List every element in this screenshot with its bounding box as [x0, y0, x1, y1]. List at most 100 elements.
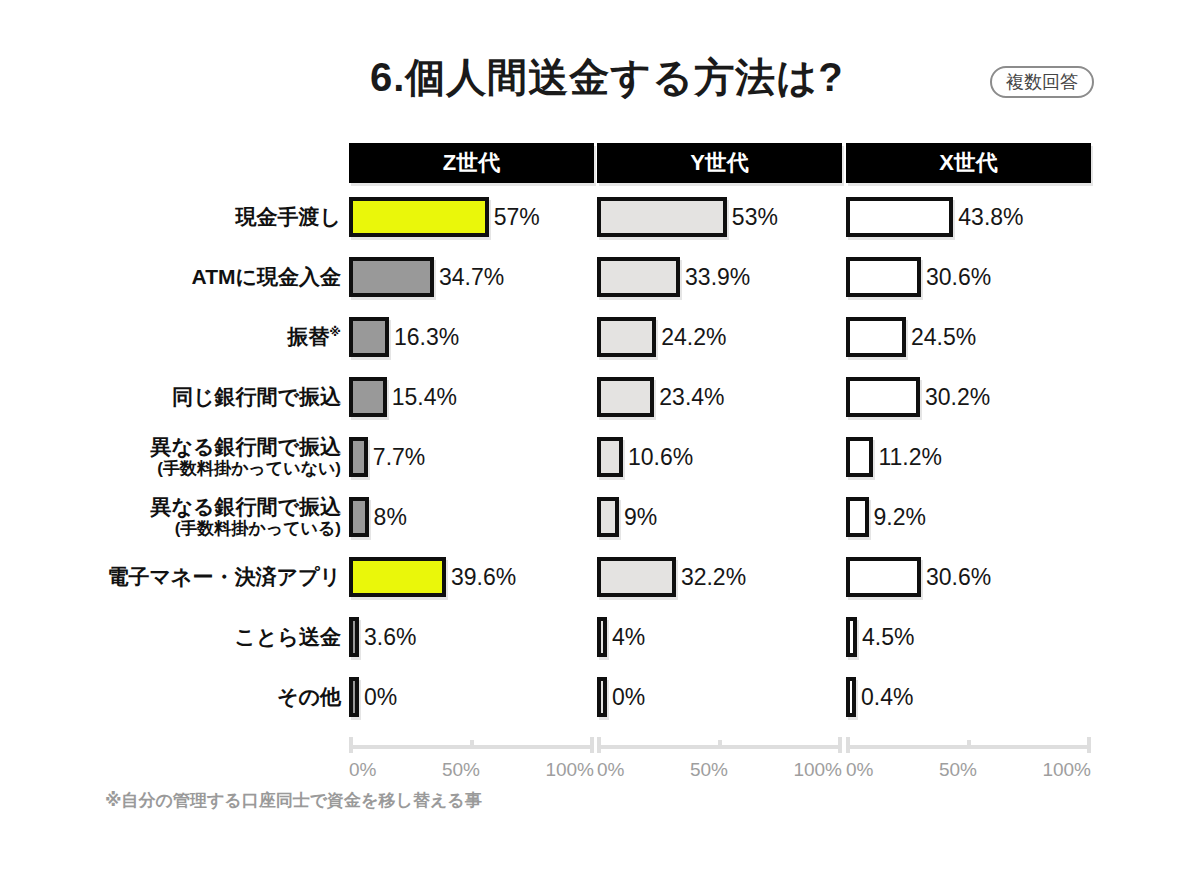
- row-label: その他: [0, 667, 341, 727]
- row-label-line1: ATMに現金入金: [192, 265, 341, 289]
- bar-value: 15.4%: [392, 377, 457, 417]
- bar: [597, 197, 727, 237]
- bar-value: 4.5%: [862, 617, 914, 657]
- row-label: 振替※: [0, 307, 341, 367]
- bar-value: 10.6%: [628, 437, 693, 477]
- bar: [349, 497, 369, 537]
- x-axis: 0% 50% 100%: [597, 737, 842, 787]
- bar-value: 16.3%: [394, 317, 459, 357]
- axis-tick-label: 100%: [545, 759, 594, 781]
- chart-canvas: 6.個人間送金する方法は? 複数回答 Z世代 Y世代 X世代 現金手渡しATMに…: [0, 0, 1200, 888]
- row-label: 現金手渡し: [0, 187, 341, 247]
- bar: [597, 677, 607, 717]
- bar: [846, 317, 906, 357]
- axis-tick-label: 50%: [939, 759, 977, 781]
- axis-tick: [846, 737, 850, 753]
- bar: [349, 377, 387, 417]
- axis-tick-label: 0%: [846, 759, 873, 781]
- row-label-line1: 異なる銀行間で振込: [151, 495, 341, 519]
- axis-tick: [470, 740, 474, 749]
- axis-tick: [838, 737, 842, 753]
- bar: [597, 317, 656, 357]
- bar-value: 33.9%: [685, 257, 750, 297]
- axis-tick-label: 50%: [442, 759, 480, 781]
- axis-tick: [718, 740, 722, 749]
- bar: [846, 557, 921, 597]
- axis-tick: [349, 737, 353, 753]
- row-label-line2: (手数料掛かっている): [175, 519, 341, 539]
- bar: [846, 617, 857, 657]
- bar-value: 30.6%: [926, 257, 991, 297]
- bar: [597, 257, 680, 297]
- bar-value: 32.2%: [681, 557, 746, 597]
- axis-tick-label: 50%: [690, 759, 728, 781]
- row-label: 電子マネー・決済アプリ: [0, 547, 341, 607]
- bar: [349, 677, 359, 717]
- x-axis: 0% 50% 100%: [846, 737, 1091, 787]
- axis-tick-label: 100%: [1042, 759, 1091, 781]
- axis-tick: [967, 740, 971, 749]
- axis-tick: [590, 737, 594, 753]
- bar: [597, 617, 607, 657]
- bar-value: 39.6%: [451, 557, 516, 597]
- bar-value: 24.2%: [661, 317, 726, 357]
- bar-value: 8%: [374, 497, 407, 537]
- bar-value: 23.4%: [659, 377, 724, 417]
- bar: [597, 497, 619, 537]
- bar: [846, 677, 856, 717]
- bar: [597, 437, 623, 477]
- bar-value: 0%: [612, 677, 645, 717]
- axis-tick-labels: 0% 50% 100%: [349, 759, 594, 781]
- row-label: 異なる銀行間で振込(手数料掛かっている): [0, 487, 341, 547]
- bar-value: 9.2%: [874, 497, 926, 537]
- row-label-line1: 現金手渡し: [236, 205, 342, 229]
- bar-value: 53%: [732, 197, 778, 237]
- bar-value: 30.2%: [925, 377, 990, 417]
- row-label: ことら送金: [0, 607, 341, 667]
- row-label-line2: (手数料掛かっていない): [157, 459, 341, 479]
- axis-tick-label: 0%: [349, 759, 376, 781]
- row-label-line1: 異なる銀行間で振込: [151, 435, 341, 459]
- bar: [349, 437, 368, 477]
- bar: [349, 557, 446, 597]
- axis-tick-label: 0%: [597, 759, 624, 781]
- bar-value: 0.4%: [861, 677, 913, 717]
- row-label: 同じ銀行間で振込: [0, 367, 341, 427]
- bar: [349, 617, 359, 657]
- bar-value: 7.7%: [373, 437, 425, 477]
- bar: [846, 437, 873, 477]
- bar-value: 24.5%: [911, 317, 976, 357]
- bar-value: 11.2%: [878, 437, 942, 477]
- axis-tick-labels: 0% 50% 100%: [846, 759, 1091, 781]
- bar-value: 34.7%: [439, 257, 504, 297]
- bar: [846, 497, 869, 537]
- row-label: ATMに現金入金: [0, 247, 341, 307]
- bar-value: 9%: [624, 497, 657, 537]
- row-label: 異なる銀行間で振込(手数料掛かっていない): [0, 427, 341, 487]
- bar-value: 57%: [494, 197, 540, 237]
- bar-value: 0%: [364, 677, 397, 717]
- bar: [846, 377, 920, 417]
- bar: [846, 197, 953, 237]
- axis-tick: [1087, 737, 1091, 753]
- axis-tick-label: 100%: [793, 759, 842, 781]
- bar-value: 43.8%: [958, 197, 1023, 237]
- bar: [349, 197, 489, 237]
- bar: [597, 377, 654, 417]
- row-label-line1: その他: [277, 685, 341, 709]
- row-label-line1: 電子マネー・決済アプリ: [108, 565, 341, 589]
- bar-value: 3.6%: [364, 617, 416, 657]
- bar: [349, 257, 434, 297]
- bar: [597, 557, 676, 597]
- row-label-line1: 振替※: [287, 325, 341, 349]
- footnote: ※自分の管理する口座同士で資金を移し替える事: [105, 789, 482, 812]
- bar-value: 4%: [612, 617, 645, 657]
- bar: [846, 257, 921, 297]
- axis-tick: [597, 737, 601, 753]
- row-label-line1: ことら送金: [235, 625, 341, 649]
- x-axis: 0% 50% 100%: [349, 737, 594, 787]
- row-label-line1: 同じ銀行間で振込: [172, 385, 341, 409]
- bar: [349, 317, 389, 357]
- axis-tick-labels: 0% 50% 100%: [597, 759, 842, 781]
- bar-value: 30.6%: [926, 557, 991, 597]
